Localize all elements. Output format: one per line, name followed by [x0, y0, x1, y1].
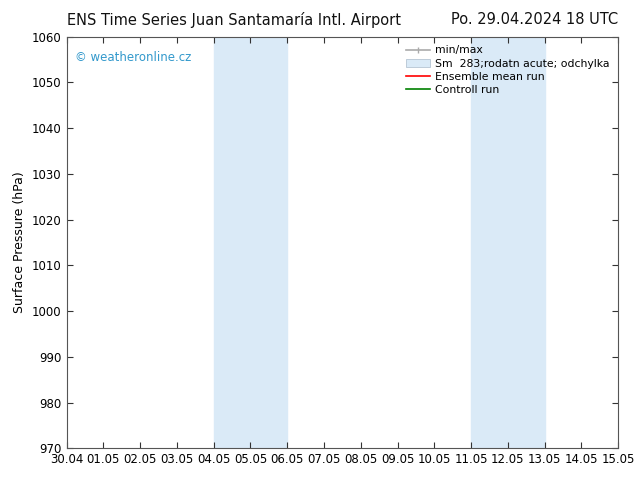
- Text: Po. 29.04.2024 18 UTC: Po. 29.04.2024 18 UTC: [451, 12, 618, 27]
- Bar: [214, 37, 287, 448]
- Text: ENS Time Series Juan Santamaría Intl. Airport: ENS Time Series Juan Santamaría Intl. Ai…: [67, 12, 401, 28]
- Bar: [471, 37, 545, 448]
- Y-axis label: Surface Pressure (hPa): Surface Pressure (hPa): [13, 172, 27, 314]
- Legend: min/max, Sm  283;rodatn acute; odchylka, Ensemble mean run, Controll run: min/max, Sm 283;rodatn acute; odchylka, …: [403, 42, 612, 98]
- Text: © weatheronline.cz: © weatheronline.cz: [75, 51, 191, 64]
